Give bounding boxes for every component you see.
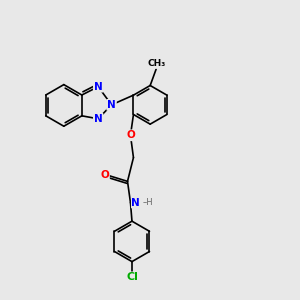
Text: N: N — [131, 198, 140, 208]
Text: N: N — [94, 114, 103, 124]
Text: CH₃: CH₃ — [147, 59, 165, 68]
Text: O: O — [126, 130, 135, 140]
Text: Cl: Cl — [126, 272, 138, 282]
Text: O: O — [100, 170, 109, 180]
Text: N: N — [94, 82, 103, 92]
Text: N: N — [107, 100, 116, 110]
Text: –H: –H — [143, 198, 154, 207]
